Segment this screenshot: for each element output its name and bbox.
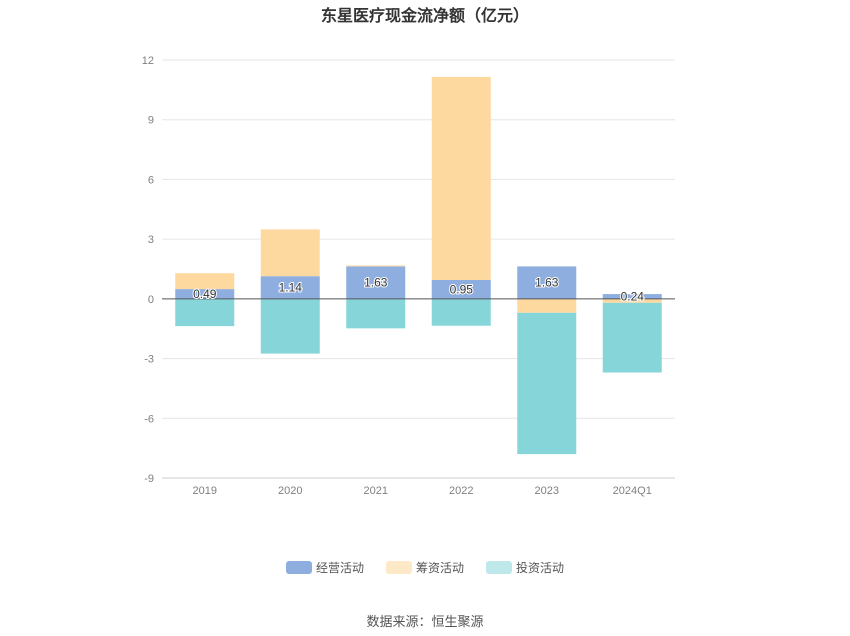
bar-segment[interactable] xyxy=(517,298,577,313)
legend-item-financing[interactable]: 筹资活动 xyxy=(385,559,464,576)
x-axis: 2019 2020 2021 2022 2023 2024Q1 xyxy=(162,477,675,497)
bar-segment[interactable] xyxy=(517,312,577,455)
x-tick-label: 2020 xyxy=(278,485,302,497)
bar-segment[interactable] xyxy=(175,289,235,299)
y-tick-label: 9 xyxy=(148,115,154,127)
bar-segment[interactable] xyxy=(431,76,491,280)
legend-label-investing: 投资活动 xyxy=(516,561,565,575)
bar-segment[interactable] xyxy=(602,294,662,299)
bars xyxy=(175,76,662,455)
x-tick-label: 2019 xyxy=(193,485,217,497)
bar-segment[interactable] xyxy=(346,298,406,329)
legend-item-operating[interactable]: 经营活动 xyxy=(285,559,364,576)
data-source: 数据来源：恒生聚源 xyxy=(366,614,484,629)
data-label: 0.95 xyxy=(450,282,474,296)
bar-segment[interactable] xyxy=(175,273,235,290)
y-tick-label: 6 xyxy=(148,174,154,186)
legend-swatch-investing xyxy=(486,561,512,574)
legend-swatch-operating xyxy=(285,561,312,574)
bar-segment[interactable] xyxy=(602,298,662,303)
bar-segment[interactable] xyxy=(517,266,577,299)
data-label: 1.63 xyxy=(364,276,388,290)
y-axis: 12 9 6 3 0 -3 -6 -9 xyxy=(142,55,154,485)
bar-segment[interactable] xyxy=(346,265,406,267)
y-tick-label: 3 xyxy=(148,234,154,246)
cash-flow-chart: 0.49 1.14 1.63 0.95 1.63 0.24 12 9 6 3 0 -3 -6 -9 20… xyxy=(142,55,675,497)
legend-swatch-financing xyxy=(385,561,412,574)
y-tick-label: -6 xyxy=(144,413,154,425)
legend-label-operating: 经营活动 xyxy=(315,561,364,575)
x-tick-label: 2022 xyxy=(449,485,473,497)
y-tick-label: 12 xyxy=(142,55,154,67)
data-label: 0.24 xyxy=(621,289,645,303)
bar-segment[interactable] xyxy=(602,302,662,373)
chart-title: 东星医疗现金流净额（亿元） xyxy=(320,8,529,25)
bar-segment[interactable] xyxy=(260,298,320,354)
legend-item-investing[interactable]: 投资活动 xyxy=(486,559,564,576)
bar-segment[interactable] xyxy=(175,298,235,327)
data-label: 1.14 xyxy=(279,281,303,295)
x-tick-label: 2024Q1 xyxy=(613,485,652,497)
legend-label-financing: 筹资活动 xyxy=(415,561,464,575)
data-label: 0.49 xyxy=(193,287,217,301)
y-tick-label: -3 xyxy=(144,354,154,366)
bar-segment[interactable] xyxy=(346,266,406,299)
bar-segment[interactable] xyxy=(260,229,320,277)
x-tick-label: 2023 xyxy=(535,485,559,497)
data-label: 1.63 xyxy=(535,276,559,290)
y-tick-label: -9 xyxy=(144,473,154,485)
y-tick-label: 0 xyxy=(148,294,154,306)
data-labels: 0.49 1.14 1.63 0.95 1.63 0.24 xyxy=(192,275,645,305)
bar-segment[interactable] xyxy=(260,276,320,299)
bar-segment[interactable] xyxy=(431,298,491,326)
bar-segment[interactable] xyxy=(431,279,491,299)
grid-lines xyxy=(162,59,675,479)
x-tick-label: 2021 xyxy=(364,485,388,497)
legend: 经营活动 筹资活动 投资活动 xyxy=(0,559,850,576)
